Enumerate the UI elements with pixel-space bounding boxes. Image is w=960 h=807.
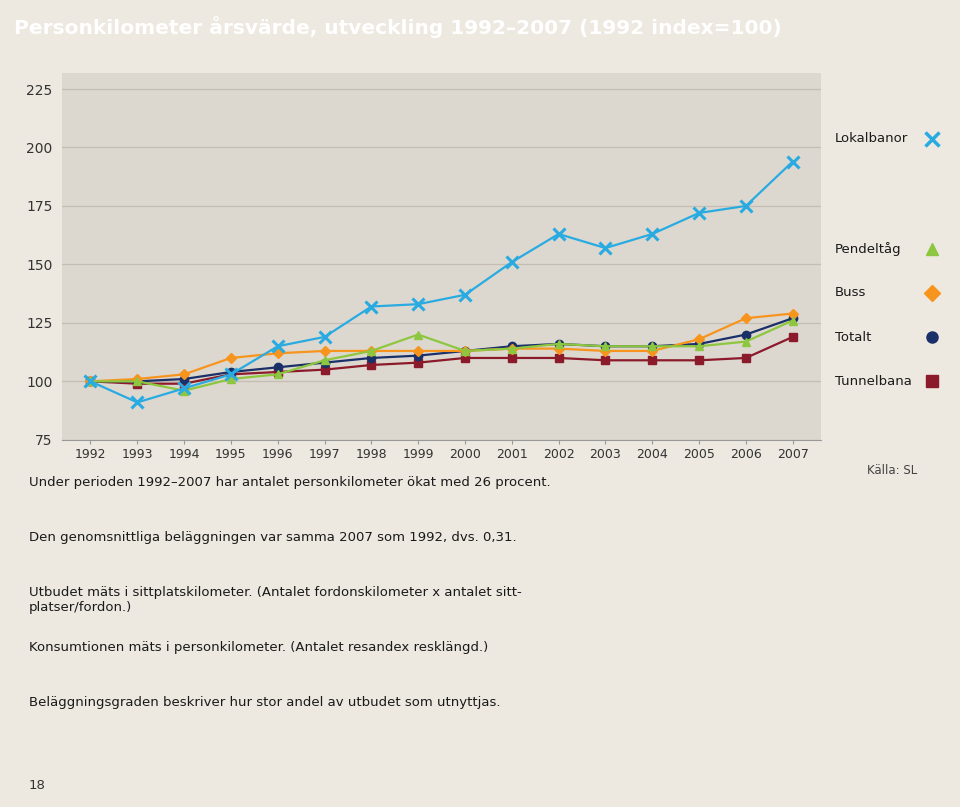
Text: Beläggningsgraden beskriver hur stor andel av utbudet som utnyttjas.: Beläggningsgraden beskriver hur stor and… <box>29 696 500 709</box>
Text: Personkilometer årsvärde, utveckling 1992–2007 (1992 index=100): Personkilometer årsvärde, utveckling 199… <box>14 16 782 39</box>
Text: Totalt: Totalt <box>835 331 871 344</box>
Text: Konsumtionen mäts i personkilometer. (Antalet resandex resklängd.): Konsumtionen mäts i personkilometer. (An… <box>29 641 488 654</box>
Text: Den genomsnittliga beläggningen var samma 2007 som 1992, dvs. 0,31.: Den genomsnittliga beläggningen var samm… <box>29 531 516 544</box>
Text: 18: 18 <box>29 780 46 792</box>
Text: Lokalbanor: Lokalbanor <box>835 132 908 145</box>
Text: Källa: SL: Källa: SL <box>867 464 917 477</box>
Text: Under perioden 1992–2007 har antalet personkilometer ökat med 26 procent.: Under perioden 1992–2007 har antalet per… <box>29 476 550 489</box>
Text: Buss: Buss <box>835 286 866 299</box>
Text: Utbudet mäts i sittplatskilometer. (Antalet fordonskilometer x antalet sitt-
pla: Utbudet mäts i sittplatskilometer. (Anta… <box>29 586 521 614</box>
Text: Tunnelbana: Tunnelbana <box>835 374 912 387</box>
Text: Pendeltåg: Pendeltåg <box>835 242 901 256</box>
